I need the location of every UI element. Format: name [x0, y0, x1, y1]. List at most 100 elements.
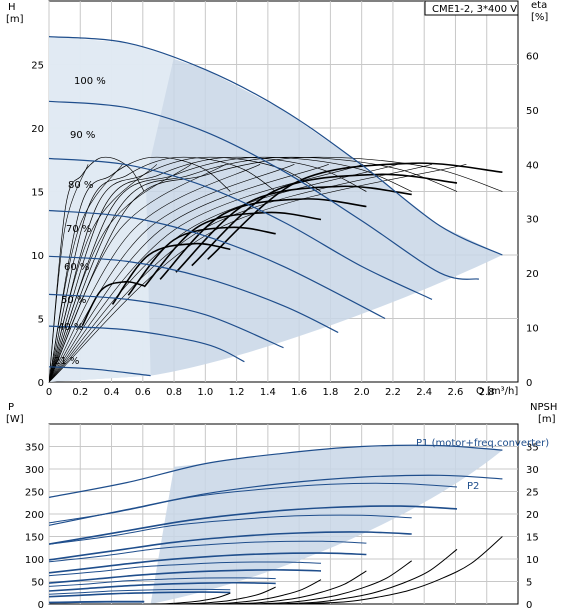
- head-curve: [49, 157, 433, 300]
- eta-curve: [49, 156, 412, 382]
- head-curve: [49, 36, 503, 256]
- y-axis-unit: [m]: [6, 14, 24, 25]
- eta-fan-line: [49, 164, 226, 382]
- head-curve: [49, 325, 245, 363]
- operating-region-power: [150, 445, 503, 604]
- npsh-tick-label: 0: [526, 600, 532, 611]
- power-curve-speed: [49, 581, 276, 592]
- speed-labels: 100 % 90 % 80 % 70 % 60 % 50 % 40 % 21 %: [54, 76, 106, 367]
- p-tick-label: 350: [25, 443, 44, 454]
- eta-fan-line: [49, 164, 398, 382]
- power-curve-speed: [49, 531, 412, 561]
- y2-tick-label: 20: [526, 269, 539, 280]
- speed-label: 40 %: [58, 322, 83, 333]
- x-axis-label: Q: [476, 386, 484, 397]
- eta-fan-line: [49, 164, 123, 382]
- y2-tick-label: 50: [526, 106, 539, 117]
- p2-label: P2: [467, 481, 479, 492]
- npsh-axis-unit: [m]: [538, 414, 556, 425]
- y2-axis-unit: [%]: [531, 12, 548, 23]
- head-curves: [49, 36, 503, 377]
- chart-title-box: [424, 0, 519, 16]
- eta-fan-line: [49, 164, 89, 382]
- chart-title: CME1-2, 3*400 V: [432, 4, 517, 15]
- p-axis-unit: [W]: [6, 414, 24, 425]
- npsh-tick-label: 15: [526, 533, 539, 544]
- x-tick-label: 0.4: [104, 387, 120, 398]
- head-curve: [49, 293, 284, 349]
- operating-region-head: [49, 36, 503, 382]
- y2-tick-label: 10: [526, 324, 539, 335]
- npsh-curve: [174, 586, 276, 604]
- x-tick-label: 0: [46, 387, 52, 398]
- eta-fan-line: [49, 164, 329, 382]
- eta-fan-line: [49, 164, 364, 382]
- power-curve-speed: [49, 540, 367, 563]
- npsh-curves: [149, 536, 503, 604]
- x-tick-label: 0.8: [166, 387, 182, 398]
- npsh-curve: [149, 592, 231, 604]
- power-curve-speed: [49, 561, 322, 577]
- power-curve-speed: [49, 552, 367, 574]
- npsh-tick-label: 20: [526, 510, 539, 521]
- speed-label: 70 %: [66, 224, 91, 235]
- y-tick-label: 10: [31, 251, 44, 262]
- npsh-tick-label: 25: [526, 488, 539, 499]
- eta-fan-line: [49, 164, 261, 382]
- npsh-axis-label: NPSH: [530, 402, 557, 413]
- x-axis-unit: [m³/h]: [487, 386, 518, 397]
- power-curve-speed: [49, 514, 412, 545]
- y-tick-label: 15: [31, 188, 44, 199]
- y2-tick-label: 60: [526, 51, 539, 62]
- eta-curve: [49, 156, 367, 382]
- y-tick-label: 20: [31, 124, 44, 135]
- npsh-tick-label: 10: [526, 555, 539, 566]
- p-tick-label: 50: [31, 578, 44, 589]
- speed-label: 90 %: [70, 130, 95, 141]
- power-curve-speed: [49, 591, 231, 598]
- npsh-curve: [249, 560, 412, 604]
- y2-tick-label: 30: [526, 215, 539, 226]
- speed-label: 80 %: [68, 180, 93, 191]
- p-axis-label: P: [8, 402, 14, 413]
- p1-label: P1 (motor+freq.converter): [416, 438, 549, 449]
- y2-axis-label: eta: [531, 0, 547, 11]
- head-curve: [49, 100, 479, 280]
- speed-label: 21 %: [54, 356, 79, 367]
- eta-curve: [49, 156, 458, 382]
- npsh-tick-label: 35: [526, 443, 539, 454]
- eta-arc: [175, 185, 412, 273]
- x-tick-label: 2.0: [354, 387, 370, 398]
- npsh-curve: [274, 548, 458, 604]
- head-curve: [49, 255, 339, 334]
- p-tick-label: 0: [38, 600, 44, 611]
- eta-curve: [49, 156, 322, 382]
- p-tick-label: 100: [25, 555, 44, 566]
- power-curve-speed: [49, 588, 231, 595]
- eta-fan-line: [49, 164, 295, 382]
- x-tick-label: 2.2: [385, 387, 401, 398]
- x-tick-label: 1.8: [322, 387, 338, 398]
- eta-arc: [191, 173, 458, 267]
- power-curve: [49, 444, 503, 498]
- eta-curve: [49, 156, 276, 382]
- x-tick-label: 1.4: [260, 387, 276, 398]
- y-axis-label: H: [8, 2, 16, 13]
- eta-arc: [143, 211, 322, 288]
- p-tick-label: 200: [25, 510, 44, 521]
- y2-tick-label: 40: [526, 160, 539, 171]
- power-curve-speed: [49, 577, 276, 587]
- power-curves: [49, 444, 503, 604]
- y2-tick-label: 0: [526, 378, 532, 389]
- top-panel: 0 0.2 0.4 0.6 0.8 1.0 1.2 1.4 1.6 1.8 2.0 2.2 2.4 2.6…: [6, 0, 548, 398]
- eta-fan-line: [49, 164, 192, 382]
- eta-fan-line: [49, 164, 467, 382]
- npsh-curve: [199, 579, 322, 604]
- npsh-tick-label: 30: [526, 465, 539, 476]
- power-curve: [49, 474, 503, 526]
- power-curve-speed: [49, 482, 458, 524]
- x-tick-label: 2.6: [448, 387, 464, 398]
- p-tick-label: 250: [25, 488, 44, 499]
- y-tick-label: 0: [38, 378, 44, 389]
